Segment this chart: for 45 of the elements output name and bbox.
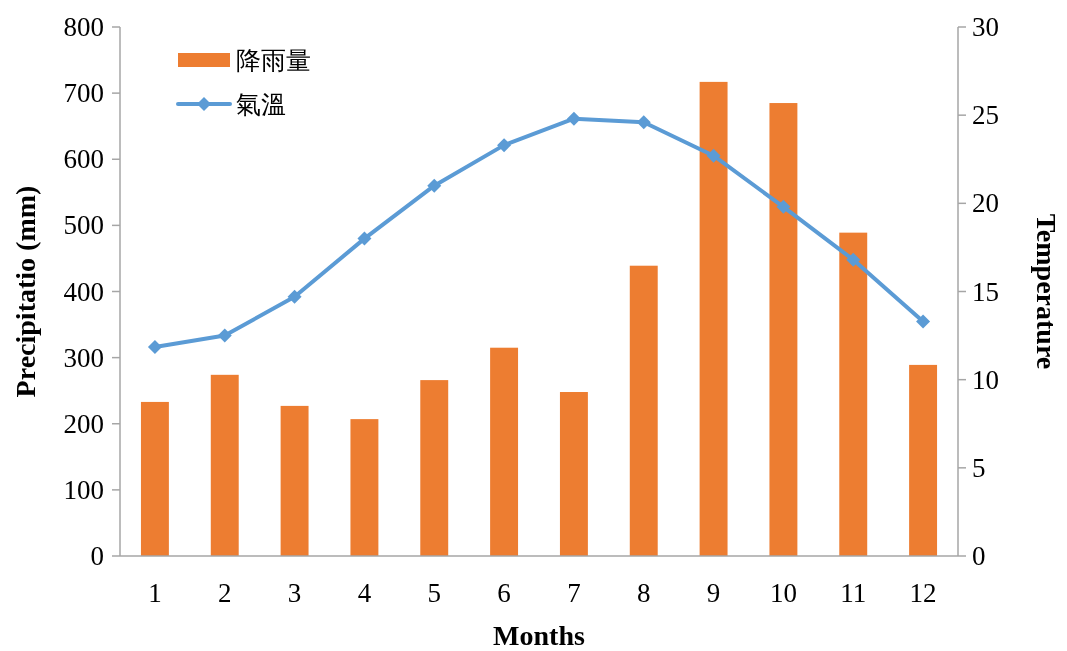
y-tick-label: 0 bbox=[90, 541, 104, 571]
point bbox=[427, 178, 442, 193]
y-axis-title: Precipitatio (mm) bbox=[10, 185, 41, 398]
legend-label: 降雨量 bbox=[236, 47, 311, 74]
y-tick-label: 200 bbox=[63, 408, 104, 439]
point bbox=[217, 328, 232, 343]
y-tick-label: 300 bbox=[63, 342, 104, 373]
bar bbox=[909, 364, 938, 556]
y2-axis-title: Temperature bbox=[1031, 213, 1062, 370]
point bbox=[636, 115, 651, 130]
x-axis-title: Months bbox=[493, 620, 585, 651]
bar bbox=[280, 405, 309, 556]
y-tick-label: 700 bbox=[63, 78, 104, 109]
bar bbox=[210, 374, 239, 556]
point bbox=[566, 111, 581, 126]
y-tick-label: 400 bbox=[63, 276, 104, 307]
point bbox=[916, 314, 931, 329]
point bbox=[846, 252, 861, 267]
y2-tick-label: 15 bbox=[972, 276, 999, 307]
bar bbox=[699, 81, 728, 556]
point bbox=[147, 340, 162, 355]
bar bbox=[420, 380, 449, 556]
y2-tick-label: 10 bbox=[972, 364, 999, 395]
bar bbox=[769, 103, 798, 556]
bar bbox=[629, 265, 658, 556]
y-tick-label: 800 bbox=[63, 12, 104, 42]
point bbox=[357, 231, 372, 246]
y2-tick-label: 5 bbox=[972, 452, 986, 483]
bar bbox=[839, 232, 868, 556]
y2-tick-label: 0 bbox=[972, 541, 986, 571]
bar bbox=[350, 419, 379, 556]
y-tick-label: 100 bbox=[63, 474, 104, 505]
y-tick-label: 600 bbox=[63, 144, 104, 175]
bar bbox=[140, 401, 169, 556]
bar bbox=[490, 347, 519, 556]
point bbox=[497, 138, 512, 153]
y-tick-label: 500 bbox=[63, 210, 104, 241]
y2-tick-label: 25 bbox=[972, 100, 999, 131]
legend-label: 氣溫 bbox=[236, 91, 286, 118]
y2-tick-label: 30 bbox=[972, 12, 999, 42]
point bbox=[287, 289, 302, 304]
y2-tick-label: 20 bbox=[972, 188, 999, 219]
bar bbox=[559, 392, 588, 556]
point bbox=[776, 199, 791, 214]
point bbox=[706, 148, 721, 163]
